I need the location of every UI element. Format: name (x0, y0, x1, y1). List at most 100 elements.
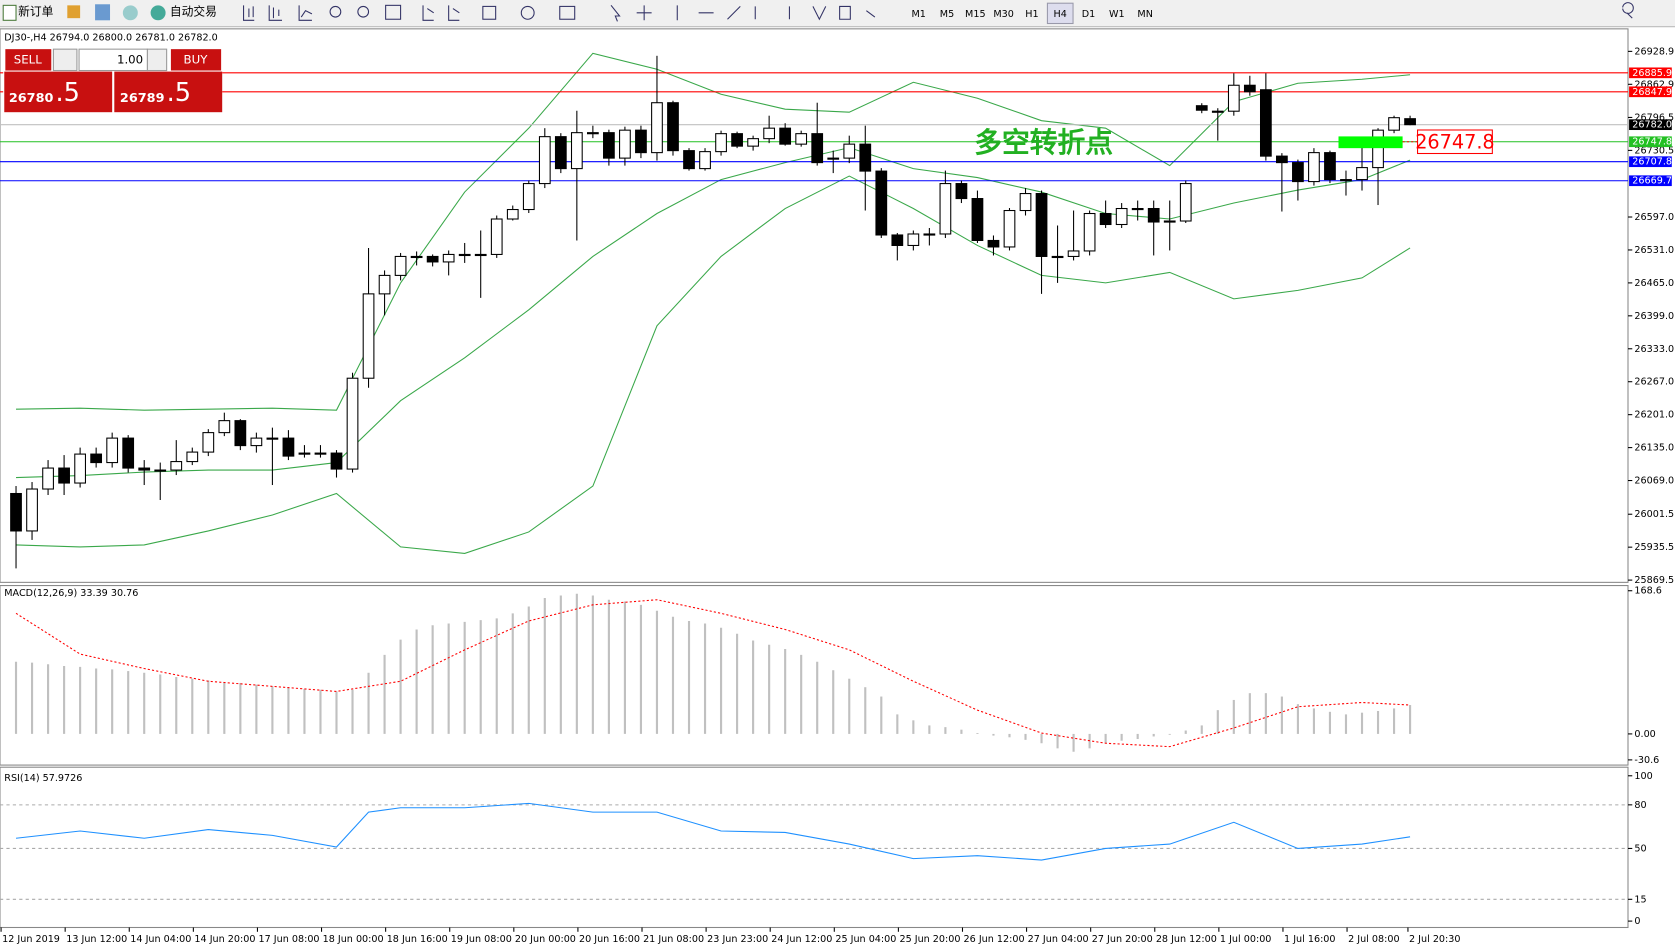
candle-body (1163, 220, 1176, 223)
lot-value[interactable]: 1.00 (117, 52, 143, 66)
candle-body (971, 198, 984, 242)
annotation: 多空转折点 (974, 126, 1113, 159)
level-label: 26847.9 (1632, 87, 1672, 98)
y-tick-label: 26796.5 (1634, 112, 1674, 123)
candle-body (763, 127, 776, 140)
candle-body (939, 183, 952, 235)
sell-button[interactable] (5, 49, 52, 71)
candle-body (394, 255, 407, 276)
zoom-in[interactable] (329, 5, 342, 18)
period-button[interactable]: H4 (1054, 9, 1067, 20)
candle-body (10, 492, 22, 532)
x-tick-label: 27 Jun 20:00 (1092, 934, 1153, 945)
candle-body (410, 255, 423, 259)
candle-body (715, 133, 727, 153)
y-tick-label: 25935.5 (1634, 542, 1674, 553)
candle-body (1372, 129, 1384, 169)
ask-fraction: .5 (167, 78, 191, 108)
auto-trading-button[interactable]: 自动交易 (170, 4, 217, 18)
period-button[interactable]: M1 (911, 9, 925, 20)
candle-body (1276, 155, 1288, 164)
period-button[interactable]: H1 (1025, 9, 1038, 20)
candle-body (1227, 84, 1240, 112)
new-order-button[interactable]: 新订单 (18, 4, 53, 18)
candle-body (1051, 255, 1064, 259)
marker-label: 26747.8 (1415, 130, 1494, 153)
indicators[interactable] (482, 5, 497, 20)
x-tick-label: 26 Jun 12:00 (964, 934, 1025, 945)
x-tick-label: 14 Jun 20:00 (194, 934, 255, 945)
period-buttons: M1 M5 M15 M30 H1 H4 D1 W1 MN (911, 2, 1153, 25)
y-tick-label: 80 (1634, 800, 1646, 811)
x-tick-label: 21 Jun 08:00 (643, 934, 704, 945)
candle-body (987, 239, 1000, 248)
x-tick-label: 2 Jul 08:00 (1348, 934, 1400, 945)
zoom-out[interactable] (357, 5, 370, 18)
autoscroll[interactable] (422, 5, 435, 21)
cursor[interactable] (610, 5, 621, 22)
rsi-line (15, 802, 1411, 861)
candle-body (843, 143, 856, 159)
x-tick-label: 17 Jun 08:00 (259, 934, 320, 945)
bollinger-upper (16, 52, 1411, 411)
crosshair[interactable] (636, 5, 652, 21)
x-tick-label: 18 Jun 16:00 (387, 934, 448, 945)
candle-body (891, 234, 904, 246)
candle-tool[interactable] (268, 5, 283, 21)
candle-body (154, 469, 167, 472)
y-tick-label: 0 (1634, 916, 1640, 927)
bar-chart-tool[interactable] (243, 5, 255, 21)
bid-box[interactable] (4, 71, 113, 113)
x-tick-label: 18 Jun 00:00 (323, 934, 384, 945)
period-button[interactable]: W1 (1109, 9, 1125, 20)
candle-body (570, 132, 583, 170)
shift[interactable] (448, 5, 460, 21)
candle-body (1324, 152, 1336, 181)
x-tick-label: 13 Jun 12:00 (66, 934, 127, 945)
candle-body (859, 143, 872, 172)
candle-body (202, 432, 215, 453)
candle-body (314, 452, 327, 455)
candle-body (250, 437, 263, 447)
buy-button[interactable] (170, 49, 222, 71)
buy-label[interactable]: BUY (184, 52, 209, 66)
marker-box (1417, 129, 1493, 155)
templates[interactable] (559, 5, 576, 20)
ask-box[interactable] (114, 71, 223, 113)
y-tick-label: 26333.0 (1634, 344, 1674, 355)
candle-body (266, 437, 279, 440)
tool-icon[interactable] (95, 4, 111, 21)
bollinger-lower (16, 175, 1411, 554)
candle-body (1131, 207, 1144, 211)
new-order-icon[interactable] (2, 4, 17, 21)
lot-up[interactable] (146, 48, 168, 72)
candle-body (1147, 207, 1160, 223)
x-tick-label: 1 Jul 00:00 (1220, 934, 1272, 945)
period-button[interactable]: MN (1137, 9, 1152, 20)
auto-trading-icon[interactable] (150, 5, 166, 21)
period-button[interactable]: D1 (1082, 9, 1096, 20)
level-tag (1629, 156, 1672, 168)
line-tool[interactable] (298, 5, 313, 21)
level-label: 26885.9 (1632, 68, 1672, 79)
y-tick-label: 26928.9 (1634, 46, 1674, 57)
candle-body (1099, 212, 1112, 226)
candle-body (490, 218, 503, 255)
y-tick-label: 26531.0 (1634, 245, 1674, 256)
candle-body (875, 170, 888, 236)
level-tag (1629, 175, 1672, 187)
period-button[interactable]: M15 (965, 9, 986, 20)
search[interactable] (1622, 2, 1634, 19)
period-button[interactable]: M5 (940, 9, 954, 20)
tool-icon[interactable] (67, 5, 81, 19)
sell-label[interactable]: SELL (14, 52, 42, 66)
periods[interactable] (520, 5, 535, 20)
chart-title: DJ30-,H4 26794.0 26800.0 26781.0 26782.0 (4, 32, 217, 43)
draw-tools[interactable] (676, 5, 876, 21)
candle-body (747, 138, 759, 147)
tool-icon[interactable] (122, 5, 138, 21)
lot-down[interactable] (52, 48, 78, 72)
candle-body (42, 467, 54, 490)
tile[interactable] (385, 4, 402, 20)
period-button[interactable]: M30 (993, 9, 1014, 20)
